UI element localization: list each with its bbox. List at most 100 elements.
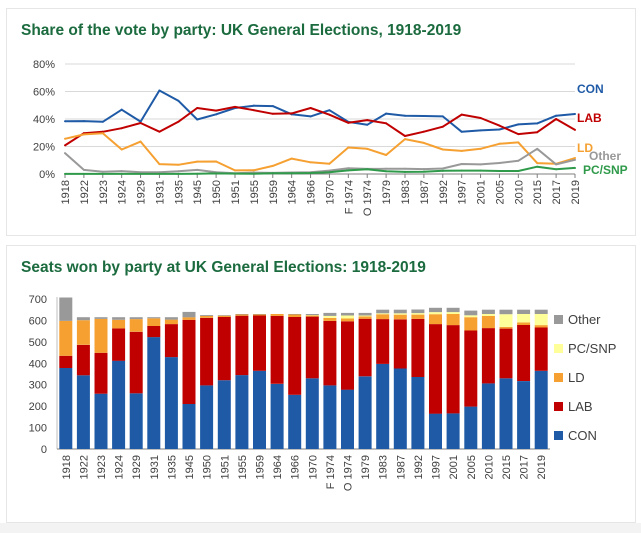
series-label-ld: LD — [577, 141, 593, 155]
legend-label-ld: LD — [568, 370, 585, 385]
point-ld — [498, 142, 501, 145]
legend-label-con: CON — [568, 428, 597, 443]
bar-other — [464, 310, 478, 316]
point-con — [404, 114, 406, 117]
point-con — [120, 108, 123, 111]
x-tick-label: 1979 — [381, 180, 393, 204]
bar-ld — [59, 320, 73, 356]
bar-other — [323, 312, 337, 316]
point-pc-snp — [64, 172, 66, 175]
point-pc-snp — [422, 170, 425, 173]
point-con — [479, 129, 482, 132]
bar-lab — [429, 324, 442, 414]
point-lab — [422, 130, 425, 133]
vote-share-chart: 0% 20% 40% 60% 80% 1918 1922 1923 1924 1929 1931 19… — [33, 59, 628, 216]
bar-lab — [411, 318, 425, 377]
y-tick-label: 300 — [29, 380, 47, 392]
x-tick-label: 2001 — [448, 455, 460, 479]
bar-other — [217, 315, 231, 316]
point-pc-snp — [252, 172, 255, 175]
point-other — [460, 162, 463, 165]
point-other — [441, 167, 444, 170]
legend-label-lab: LAB — [568, 399, 593, 414]
bar-ld — [217, 315, 231, 317]
point-other — [422, 168, 425, 171]
x-tick-label: O 1974 — [343, 455, 355, 491]
bar-other — [517, 309, 531, 314]
x-tick-label: 1950 — [211, 180, 223, 204]
x-tick-label: 2017 — [551, 180, 563, 204]
bar-con — [76, 375, 90, 449]
bar-lab — [534, 327, 548, 371]
x-tick-label: 2010 — [513, 180, 525, 204]
point-ld — [290, 157, 293, 160]
point-lab — [555, 118, 558, 120]
point-lab — [158, 130, 161, 133]
bar-lab — [112, 328, 126, 361]
y-tick-label: 20% — [33, 142, 55, 154]
point-con — [422, 114, 425, 117]
point-pc-snp — [347, 169, 350, 172]
point-con — [101, 120, 104, 123]
x-tick-label: 1959 — [268, 180, 280, 204]
point-pc-snp — [366, 168, 369, 171]
point-other — [158, 171, 161, 174]
point-con — [252, 104, 255, 107]
x-tick-label: 2019 — [570, 180, 582, 204]
x-tick-label: 1951 — [230, 180, 242, 204]
bar-other — [481, 309, 495, 314]
point-lab — [347, 121, 350, 124]
point-lab — [460, 113, 463, 116]
bar-other — [429, 307, 442, 313]
bar-con — [464, 406, 478, 449]
bar-lab — [182, 319, 196, 404]
point-other — [536, 147, 539, 150]
bar-con — [94, 393, 108, 449]
point-pc-snp — [82, 172, 85, 175]
point-con — [536, 122, 539, 125]
series-line-lab — [64, 105, 576, 147]
point-con — [196, 118, 199, 121]
bar-ld — [112, 319, 126, 329]
point-other — [479, 163, 482, 166]
x-tick-label: 2005 — [494, 180, 506, 204]
point-pc-snp — [517, 169, 520, 172]
x-tick-label: 1929 — [131, 455, 143, 479]
point-ld — [177, 163, 180, 166]
bar-lab — [499, 328, 513, 379]
bar-pc-snp — [323, 315, 337, 318]
bar-pc-snp — [341, 315, 354, 319]
point-pc-snp — [309, 172, 312, 175]
bar-pc-snp — [446, 312, 460, 314]
bar-pc-snp — [358, 315, 372, 317]
point-lab — [536, 131, 539, 134]
bar-pc-snp — [464, 315, 478, 318]
bar-lab — [76, 344, 90, 376]
point-pc-snp — [479, 169, 482, 172]
series-line-pc-snp — [65, 165, 576, 175]
bar-lab — [94, 352, 108, 394]
point-other — [574, 158, 576, 161]
point-pc-snp — [234, 172, 236, 175]
bar-con — [288, 394, 302, 449]
point-ld — [252, 169, 255, 172]
point-ld — [215, 160, 218, 163]
vote-share-panel: Share of the vote by party: UK General E… — [6, 8, 636, 236]
bar-con — [481, 383, 495, 449]
point-pc-snp — [574, 166, 576, 169]
point-lab — [139, 121, 142, 124]
y-tick-label: 40% — [33, 114, 55, 126]
bar-ld — [164, 319, 178, 325]
x-tick-label: 1997 — [431, 455, 443, 479]
bar-ld — [323, 317, 337, 321]
point-ld — [441, 148, 444, 151]
point-ld — [158, 163, 161, 166]
x-tick-label: 1955 — [249, 180, 261, 204]
point-other — [196, 168, 199, 171]
bar-con — [411, 377, 425, 449]
bar-lab — [358, 318, 372, 377]
point-pc-snp — [196, 172, 199, 175]
point-other — [64, 152, 66, 155]
bar-ld — [270, 314, 284, 316]
bar-other — [341, 312, 354, 316]
